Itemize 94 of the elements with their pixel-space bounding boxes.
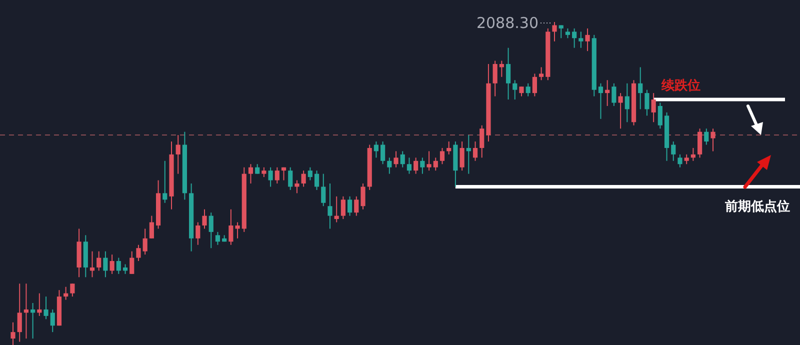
candlestick	[235, 222, 240, 239]
candlestick	[301, 170, 306, 188]
candlestick	[228, 208, 234, 246]
candlestick	[519, 86, 524, 97]
candlestick	[578, 31, 584, 48]
candlestick	[638, 66, 643, 110]
candlestick	[30, 302, 36, 340]
candlestick	[671, 141, 676, 162]
candlestick	[262, 166, 266, 178]
candlestick	[558, 24, 564, 39]
candlestick	[480, 124, 484, 158]
candlestick	[196, 222, 200, 246]
candlestick	[710, 128, 716, 152]
candlestick	[162, 160, 168, 204]
candlestick	[690, 147, 696, 162]
candlestick	[328, 183, 332, 230]
annotation: 2088.30	[476, 14, 539, 32]
candlestick	[334, 196, 339, 223]
candlestick	[64, 286, 68, 300]
candlestick	[466, 134, 471, 174]
candlestick	[347, 196, 352, 216]
candlestick	[70, 283, 75, 298]
candlestick	[281, 166, 286, 181]
candlestick	[506, 47, 511, 100]
candlestick	[37, 292, 42, 316]
candlestick	[406, 157, 412, 174]
candlestick	[116, 257, 121, 274]
candlestick	[274, 166, 280, 184]
candlestick	[340, 196, 346, 220]
candlestick	[552, 22, 557, 42]
candlestick	[472, 141, 478, 162]
ref-line-label: 续跌位	[660, 78, 701, 94]
candlestick	[110, 254, 114, 274]
candlestick	[10, 322, 16, 345]
candlestick	[400, 150, 405, 168]
candlestick	[103, 250, 108, 278]
candlestick	[122, 264, 128, 274]
candlestick	[492, 60, 498, 97]
candlestick	[149, 215, 154, 239]
candlestick	[176, 134, 180, 174]
candlestick	[44, 296, 48, 320]
candlestick	[618, 92, 623, 130]
candlestick	[17, 283, 22, 342]
ref-line-label: 前期低点位	[724, 198, 790, 215]
candlestick	[208, 212, 214, 249]
candlestick	[380, 141, 386, 165]
candlestick	[658, 102, 662, 130]
candlestick	[565, 28, 570, 39]
candlestick	[433, 157, 438, 172]
candlestick	[308, 166, 312, 181]
candlestick	[440, 147, 445, 165]
candlestick	[50, 308, 55, 333]
candlestick	[612, 82, 616, 106]
candlestick	[539, 66, 544, 81]
candlestick	[526, 82, 530, 97]
candlestick	[414, 157, 418, 174]
candlestick	[651, 92, 656, 123]
candlestick	[215, 231, 220, 246]
candlestick	[294, 180, 300, 194]
candlestick	[248, 164, 254, 184]
candlestick	[130, 250, 134, 274]
candlestick	[387, 157, 392, 174]
candlestick	[360, 183, 366, 210]
candlestick	[142, 228, 148, 256]
candlestick	[90, 250, 95, 278]
candlestick	[24, 283, 29, 340]
candlestick	[446, 141, 452, 155]
candlestick	[585, 28, 590, 52]
candlestick	[605, 80, 610, 106]
candlestick	[684, 154, 689, 165]
candlestick	[704, 128, 709, 146]
candlestick	[354, 196, 359, 216]
candlestick	[532, 73, 537, 97]
candlestick	[255, 164, 260, 174]
candlestick	[697, 128, 702, 158]
candlestick	[678, 154, 682, 168]
candlestick	[136, 244, 141, 262]
candlestick	[598, 82, 604, 120]
candlestick	[426, 150, 432, 172]
candlestick	[202, 208, 207, 230]
candlestick	[314, 170, 320, 190]
candlestick	[288, 166, 293, 190]
candlestick	[374, 141, 379, 158]
candlestick	[420, 157, 425, 174]
candlestick	[96, 250, 102, 272]
candlestick	[268, 166, 273, 188]
candlestick	[644, 89, 650, 116]
candlestick	[512, 80, 518, 100]
candlestick	[394, 150, 398, 168]
candlestick	[460, 141, 464, 172]
candlestick	[572, 28, 577, 48]
candlestick	[624, 82, 630, 123]
candlestick	[499, 60, 504, 78]
candlestick	[321, 173, 326, 207]
